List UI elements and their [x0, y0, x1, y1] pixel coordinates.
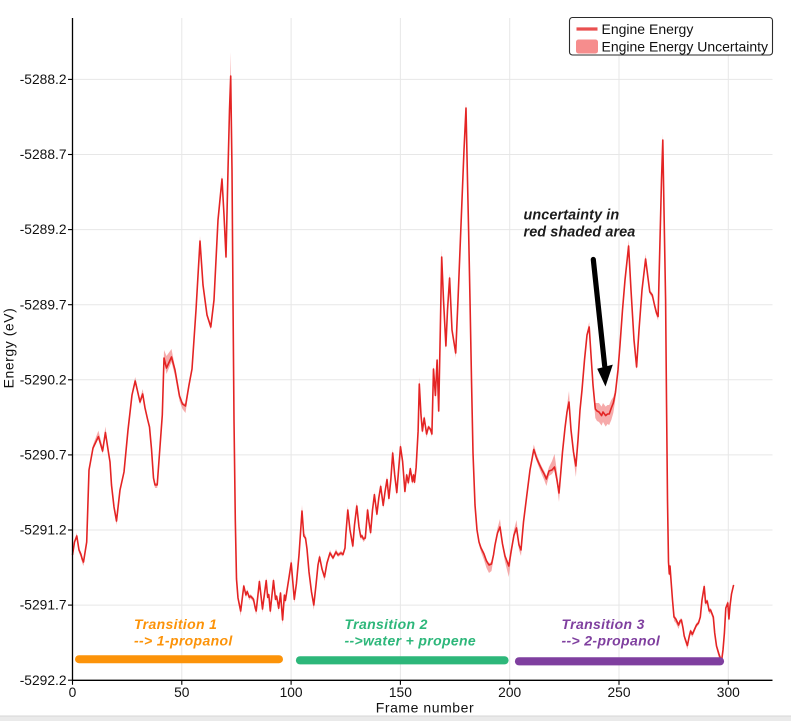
svg-text:-5291.2: -5291.2	[20, 523, 67, 538]
svg-text:--> 2-propanol: --> 2-propanol	[562, 633, 661, 649]
svg-text:150: 150	[389, 685, 412, 700]
svg-text:-5290.7: -5290.7	[20, 448, 67, 463]
svg-text:-5289.7: -5289.7	[20, 297, 67, 312]
svg-text:-5289.2: -5289.2	[20, 222, 67, 237]
svg-text:-->water + propene: -->water + propene	[345, 633, 477, 649]
svg-text:Engine Energy: Engine Energy	[602, 21, 694, 37]
svg-text:-5292.2: -5292.2	[20, 673, 67, 688]
svg-text:Transition 2: Transition 2	[345, 616, 428, 632]
svg-text:red shaded area: red shaded area	[524, 225, 636, 241]
svg-text:-5288.2: -5288.2	[20, 72, 67, 87]
svg-text:Frame number: Frame number	[376, 700, 474, 716]
svg-text:Transition 3: Transition 3	[562, 616, 645, 632]
svg-text:Engine Energy Uncertainty: Engine Energy Uncertainty	[602, 38, 769, 54]
svg-text:250: 250	[607, 685, 630, 700]
svg-text:-5290.2: -5290.2	[20, 372, 67, 387]
svg-text:uncertainty in: uncertainty in	[524, 208, 620, 224]
svg-text:0: 0	[69, 685, 77, 700]
svg-text:200: 200	[498, 685, 521, 700]
svg-text:-5291.7: -5291.7	[20, 598, 67, 613]
svg-text:50: 50	[174, 685, 190, 700]
svg-text:-5288.7: -5288.7	[20, 147, 67, 162]
svg-text:Transition 1: Transition 1	[134, 616, 217, 632]
svg-text:100: 100	[280, 685, 303, 700]
svg-text:--> 1-propanol: --> 1-propanol	[134, 633, 233, 649]
svg-text:300: 300	[717, 685, 740, 700]
svg-text:Energy (eV): Energy (eV)	[1, 308, 17, 389]
